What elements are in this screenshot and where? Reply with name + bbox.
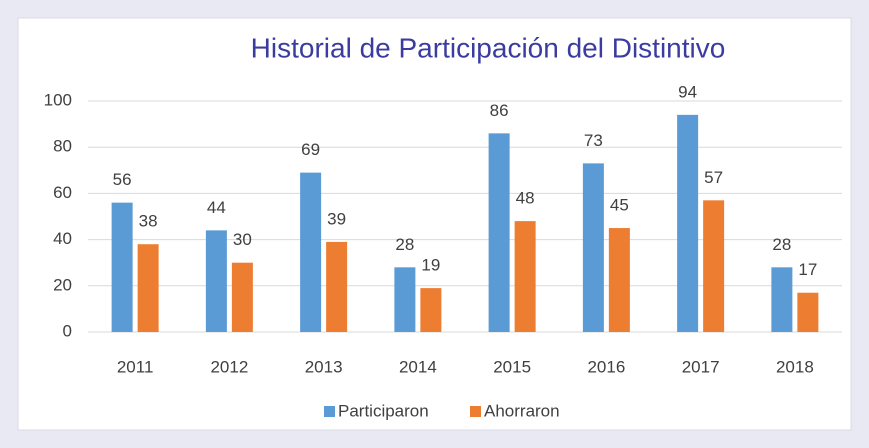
bar xyxy=(771,267,793,332)
legend-swatch xyxy=(324,406,335,417)
bar xyxy=(205,230,227,332)
bar xyxy=(137,244,159,332)
data-label: 30 xyxy=(233,230,252,249)
y-tick-label: 20 xyxy=(53,275,72,294)
data-label: 94 xyxy=(678,82,697,101)
data-label: 17 xyxy=(798,260,817,279)
x-tick-label: 2013 xyxy=(305,357,343,376)
x-tick-label: 2015 xyxy=(493,357,531,376)
data-label: 48 xyxy=(516,189,535,208)
bar xyxy=(326,241,348,332)
data-label: 45 xyxy=(610,196,629,215)
legend-label: Participaron xyxy=(338,401,429,420)
data-label: 69 xyxy=(301,140,320,159)
data-label: 38 xyxy=(139,212,158,231)
bar xyxy=(514,221,536,332)
data-label: 28 xyxy=(772,235,791,254)
bar xyxy=(111,202,133,332)
data-label: 57 xyxy=(704,168,723,187)
bar xyxy=(608,228,630,332)
data-label: 39 xyxy=(327,209,346,228)
y-tick-label: 100 xyxy=(44,90,72,109)
x-tick-label: 2018 xyxy=(776,357,814,376)
y-tick-label: 40 xyxy=(53,229,72,248)
data-label: 44 xyxy=(207,198,226,217)
y-tick-label: 80 xyxy=(53,137,72,156)
data-label: 73 xyxy=(584,131,603,150)
bar xyxy=(703,200,725,332)
x-tick-label: 2014 xyxy=(399,357,437,376)
bar xyxy=(677,114,699,332)
legend-label: Ahorraron xyxy=(484,401,560,420)
bar xyxy=(394,267,416,332)
x-tick-label: 2016 xyxy=(587,357,625,376)
bar xyxy=(488,133,510,332)
bar xyxy=(582,163,604,332)
bar xyxy=(797,292,819,332)
data-label: 28 xyxy=(395,235,414,254)
x-tick-label: 2017 xyxy=(682,357,720,376)
legend-swatch xyxy=(470,406,481,417)
data-label: 56 xyxy=(113,170,132,189)
x-tick-label: 2011 xyxy=(117,357,154,376)
y-tick-label: 0 xyxy=(63,321,72,340)
data-label: 19 xyxy=(421,256,440,275)
chart-title: Historial de Participación del Distintiv… xyxy=(251,32,726,63)
bar xyxy=(420,288,442,332)
x-tick-label: 2012 xyxy=(210,357,248,376)
data-label: 86 xyxy=(490,101,509,120)
bar xyxy=(300,172,322,332)
bar xyxy=(231,262,253,332)
y-tick-label: 60 xyxy=(53,183,72,202)
